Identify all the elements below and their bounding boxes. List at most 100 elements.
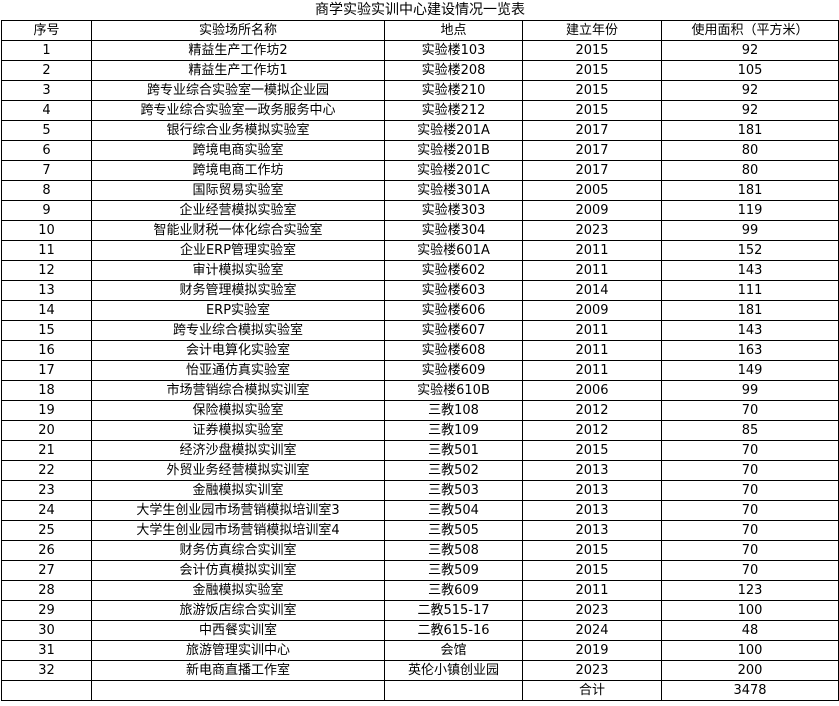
data-row: 25 大学生创业园市场营销模拟培训室4 三教505 2013 70 [1, 520, 839, 541]
index-cell: 15 [1, 320, 92, 341]
index-cell: 27 [1, 560, 92, 581]
area-cell: 111 [661, 280, 839, 301]
location-cell: 三教502 [384, 460, 523, 481]
data-row: 7 跨境电商工作坊 实验楼201C 2017 80 [1, 160, 839, 181]
year-cell: 2023 [522, 660, 662, 681]
year-cell: 2006 [522, 380, 662, 401]
total-value: 3478 [661, 680, 839, 701]
area-cell: 70 [661, 400, 839, 421]
index-cell: 4 [1, 100, 92, 121]
name-cell: 跨专业综合实验室一政务服务中心 [91, 100, 385, 121]
name-cell: ERP实验室 [91, 300, 385, 321]
header-cell: 实验场所名称 [91, 20, 385, 41]
area-cell: 80 [661, 160, 839, 181]
index-cell: 26 [1, 540, 92, 561]
name-cell: 会计仿真模拟实训室 [91, 560, 385, 581]
location-cell: 实验楼201B [384, 140, 523, 161]
index-cell: 23 [1, 480, 92, 501]
index-cell: 3 [1, 80, 92, 101]
name-cell: 旅游管理实训中心 [91, 640, 385, 661]
area-cell: 70 [661, 460, 839, 481]
header-row: 序号 实验场所名称 地点 建立年份 使用面积（平方米） [1, 20, 839, 41]
data-row: 11 企业ERP管理实验室 实验楼601A 2011 152 [1, 240, 839, 261]
year-cell: 2013 [522, 480, 662, 501]
name-cell: 企业经营模拟实验室 [91, 200, 385, 221]
data-row: 2 精益生产工作坊1 实验楼208 2015 105 [1, 60, 839, 81]
year-cell: 2011 [522, 360, 662, 381]
name-cell: 大学生创业园市场营销模拟培训室3 [91, 500, 385, 521]
name-cell: 市场营销综合模拟实训室 [91, 380, 385, 401]
name-cell: 审计模拟实验室 [91, 260, 385, 281]
year-cell: 2011 [522, 260, 662, 281]
year-cell: 2012 [522, 420, 662, 441]
name-cell: 证券模拟实验室 [91, 420, 385, 441]
year-cell: 2015 [522, 80, 662, 101]
year-cell: 2015 [522, 100, 662, 121]
location-cell: 实验楼609 [384, 360, 523, 381]
data-row: 27 会计仿真模拟实训室 三教509 2015 70 [1, 560, 839, 581]
index-cell: 32 [1, 660, 92, 681]
name-cell: 中西餐实训室 [91, 620, 385, 641]
index-cell: 8 [1, 180, 92, 201]
index-cell: 31 [1, 640, 92, 661]
name-cell: 跨境电商实验室 [91, 140, 385, 161]
data-row: 26 财务仿真综合实训室 三教508 2015 70 [1, 540, 839, 561]
area-cell: 105 [661, 60, 839, 81]
location-cell: 三教609 [384, 580, 523, 601]
location-cell: 实验楼201C [384, 160, 523, 181]
data-row: 8 国际贸易实验室 实验楼301A 2005 181 [1, 180, 839, 201]
data-row: 22 外贸业务经营模拟实训室 三教502 2013 70 [1, 460, 839, 481]
name-cell: 银行综合业务模拟实验室 [91, 120, 385, 141]
location-cell: 英伦小镇创业园 [384, 660, 523, 681]
index-cell: 10 [1, 220, 92, 241]
name-cell: 财务仿真综合实训室 [91, 540, 385, 561]
area-cell: 163 [661, 340, 839, 361]
data-row: 24 大学生创业园市场营销模拟培训室3 三教504 2013 70 [1, 500, 839, 521]
data-row: 12 审计模拟实验室 实验楼602 2011 143 [1, 260, 839, 281]
year-cell: 2015 [522, 40, 662, 61]
data-row: 21 经济沙盘模拟实训室 三教501 2015 70 [1, 440, 839, 461]
name-cell: 金融模拟实训室 [91, 480, 385, 501]
location-cell: 三教505 [384, 520, 523, 541]
year-cell: 2013 [522, 460, 662, 481]
index-cell: 29 [1, 600, 92, 621]
year-cell: 2009 [522, 300, 662, 321]
location-cell: 三教108 [384, 400, 523, 421]
index-cell: 30 [1, 620, 92, 641]
location-cell: 实验楼103 [384, 40, 523, 61]
area-cell: 70 [661, 540, 839, 561]
name-cell: 跨专业综合实验室一模拟企业园 [91, 80, 385, 101]
data-row: 31 旅游管理实训中心 会馆 2019 100 [1, 640, 839, 661]
index-cell: 5 [1, 120, 92, 141]
data-row: 4 跨专业综合实验室一政务服务中心 实验楼212 2015 92 [1, 100, 839, 121]
area-cell: 92 [661, 40, 839, 61]
empty-cell [1, 680, 92, 701]
index-cell: 12 [1, 260, 92, 281]
name-cell: 跨专业综合模拟实验室 [91, 320, 385, 341]
year-cell: 2013 [522, 500, 662, 521]
area-cell: 70 [661, 500, 839, 521]
area-cell: 70 [661, 520, 839, 541]
data-row: 16 会计电算化实验室 实验楼608 2011 163 [1, 340, 839, 361]
area-cell: 200 [661, 660, 839, 681]
index-cell: 6 [1, 140, 92, 161]
location-cell: 实验楼301A [384, 180, 523, 201]
area-cell: 99 [661, 220, 839, 241]
data-row: 23 金融模拟实训室 三教503 2013 70 [1, 480, 839, 501]
data-row: 3 跨专业综合实验室一模拟企业园 实验楼210 2015 92 [1, 80, 839, 101]
name-cell: 大学生创业园市场营销模拟培训室4 [91, 520, 385, 541]
total-row: 合计 3478 [1, 680, 839, 701]
year-cell: 2015 [522, 440, 662, 461]
year-cell: 2017 [522, 120, 662, 141]
location-cell: 三教501 [384, 440, 523, 461]
year-cell: 2017 [522, 160, 662, 181]
area-cell: 119 [661, 200, 839, 221]
data-row: 18 市场营销综合模拟实训室 实验楼610B 2006 99 [1, 380, 839, 401]
location-cell: 实验楼606 [384, 300, 523, 321]
year-cell: 2024 [522, 620, 662, 641]
year-cell: 2023 [522, 600, 662, 621]
location-cell: 会馆 [384, 640, 523, 661]
location-cell: 实验楼208 [384, 60, 523, 81]
location-cell: 实验楼602 [384, 260, 523, 281]
